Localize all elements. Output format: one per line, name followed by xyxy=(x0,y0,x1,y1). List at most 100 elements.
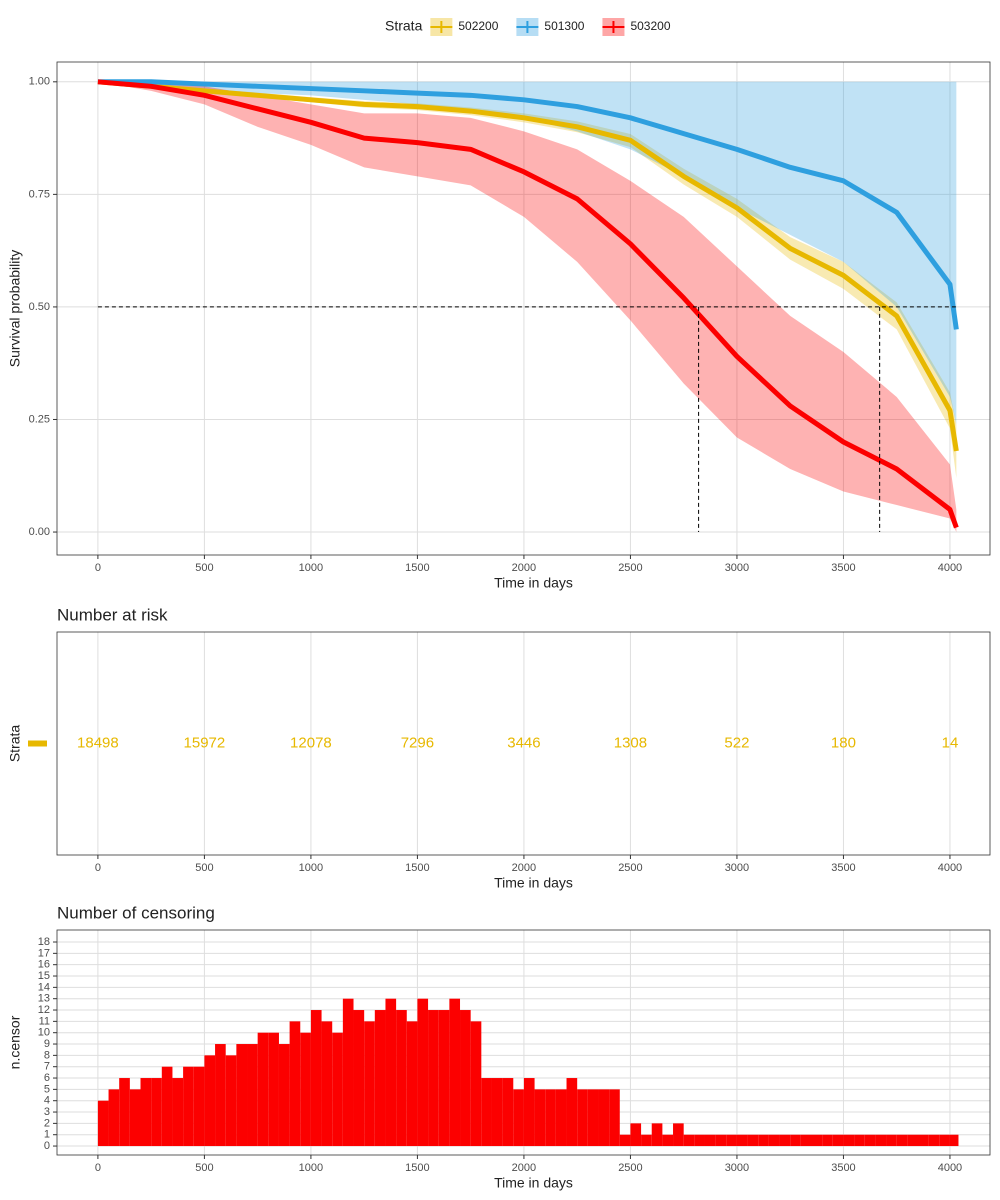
risk-count: 1308 xyxy=(614,734,647,751)
censor-bar xyxy=(587,1089,599,1147)
censor-bar xyxy=(662,1134,674,1147)
x-tick-label: 2000 xyxy=(512,1162,536,1174)
censor-bar xyxy=(481,1078,492,1147)
censor-bar xyxy=(768,1134,780,1147)
x-tick-label: 2500 xyxy=(618,1162,642,1174)
censor-bar xyxy=(704,1134,716,1147)
censor-bar xyxy=(949,1134,959,1147)
legend-item: 502200 xyxy=(430,18,499,36)
x-tick-label: 500 xyxy=(195,1162,213,1174)
x-tick-label: 1000 xyxy=(299,1162,323,1174)
y-tick-label: 10 xyxy=(38,1027,50,1039)
censor-bar xyxy=(257,1032,269,1147)
censor-bar xyxy=(417,998,429,1147)
censor-bar xyxy=(864,1134,876,1147)
risk-count: 180 xyxy=(831,734,856,751)
censor-bar xyxy=(598,1089,610,1147)
x-tick-label: 1500 xyxy=(405,1162,429,1174)
x-tick-label: 4000 xyxy=(938,562,962,574)
censor-bar xyxy=(843,1134,855,1147)
x-tick-label: 500 xyxy=(195,562,213,574)
censor-bar xyxy=(204,1055,216,1147)
censor-bar xyxy=(800,1134,812,1147)
x-tick-label: 500 xyxy=(195,862,213,874)
censor-bar xyxy=(396,1010,407,1147)
x-tick-label: 1000 xyxy=(299,862,323,874)
censor-bar xyxy=(300,1032,311,1147)
y-tick-label: 15 xyxy=(38,970,50,982)
x-tick-label: 3500 xyxy=(831,562,855,574)
risk-count: 15972 xyxy=(184,734,226,751)
censor-bar xyxy=(907,1134,919,1147)
x-tick-label: 2000 xyxy=(512,562,536,574)
censor-bar xyxy=(726,1134,737,1147)
censor-bar xyxy=(193,1066,205,1147)
y-axis-label: n.censor xyxy=(7,1015,23,1069)
y-tick-label: 14 xyxy=(38,981,50,993)
censor-bar xyxy=(523,1078,535,1147)
censor-bar xyxy=(918,1134,929,1147)
y-tick-label: 1 xyxy=(44,1129,50,1141)
x-tick-label: 3000 xyxy=(725,1162,749,1174)
censor-bar xyxy=(385,998,397,1147)
censor-bar xyxy=(577,1089,588,1147)
censor-bar xyxy=(428,1010,439,1147)
censor-bar xyxy=(790,1134,801,1147)
panel-title: Number at risk xyxy=(57,605,168,624)
censor-bar xyxy=(374,1010,386,1147)
censor-bar xyxy=(97,1100,109,1147)
censor-bar xyxy=(332,1032,343,1147)
censor-bar xyxy=(119,1078,130,1147)
x-tick-label: 4000 xyxy=(938,1162,962,1174)
censor-bar xyxy=(566,1078,578,1147)
y-tick-label: 8 xyxy=(44,1049,50,1061)
y-tick-label: 4 xyxy=(44,1095,50,1107)
risk-count: 12078 xyxy=(290,734,332,751)
y-axis-label: Strata xyxy=(7,725,23,763)
y-tick-label: 6 xyxy=(44,1072,50,1084)
censor-bar xyxy=(289,1021,301,1147)
y-tick-label: 1.00 xyxy=(29,76,50,88)
censor-bar xyxy=(353,1010,365,1147)
y-tick-label: 17 xyxy=(38,947,50,959)
censor-bar xyxy=(630,1123,642,1147)
censor-bar xyxy=(832,1134,844,1147)
censor-bar xyxy=(854,1134,865,1147)
y-tick-label: 0.75 xyxy=(29,188,50,200)
x-tick-label: 2500 xyxy=(618,562,642,574)
censor-bar xyxy=(470,1021,482,1147)
legend-label: 501300 xyxy=(544,19,584,33)
censor-bar xyxy=(758,1134,769,1147)
confidence-band xyxy=(97,81,957,424)
survival-curve xyxy=(97,79,959,330)
censor-bar xyxy=(129,1089,141,1147)
x-tick-label: 3000 xyxy=(725,562,749,574)
x-tick-label: 0 xyxy=(95,562,101,574)
y-tick-label: 0 xyxy=(44,1140,50,1152)
censor-bar xyxy=(694,1134,705,1147)
censor-bar xyxy=(928,1134,940,1147)
legend-item: 503200 xyxy=(602,18,671,36)
censor-bar xyxy=(268,1032,279,1147)
x-tick-label: 4000 xyxy=(938,862,962,874)
censor-bar xyxy=(342,998,354,1147)
survival-curve xyxy=(97,79,959,452)
x-tick-label: 0 xyxy=(95,862,101,874)
x-axis-label: Time in days xyxy=(494,875,573,891)
x-tick-label: 2000 xyxy=(512,862,536,874)
y-tick-label: 16 xyxy=(38,959,50,971)
y-tick-label: 2 xyxy=(44,1117,50,1129)
censor-bar xyxy=(619,1134,631,1147)
x-tick-label: 3500 xyxy=(831,862,855,874)
censor-bar xyxy=(364,1021,375,1147)
y-tick-label: 5 xyxy=(44,1083,50,1095)
x-tick-label: 1500 xyxy=(405,862,429,874)
censor-bar xyxy=(225,1055,237,1147)
y-tick-label: 0.00 xyxy=(29,526,50,538)
censor-bar xyxy=(151,1078,162,1147)
censor-bar xyxy=(779,1134,791,1147)
censor-bar xyxy=(555,1089,567,1147)
censor-bar xyxy=(545,1089,556,1147)
y-tick-label: 11 xyxy=(39,1015,50,1027)
censor-bar xyxy=(534,1089,546,1147)
